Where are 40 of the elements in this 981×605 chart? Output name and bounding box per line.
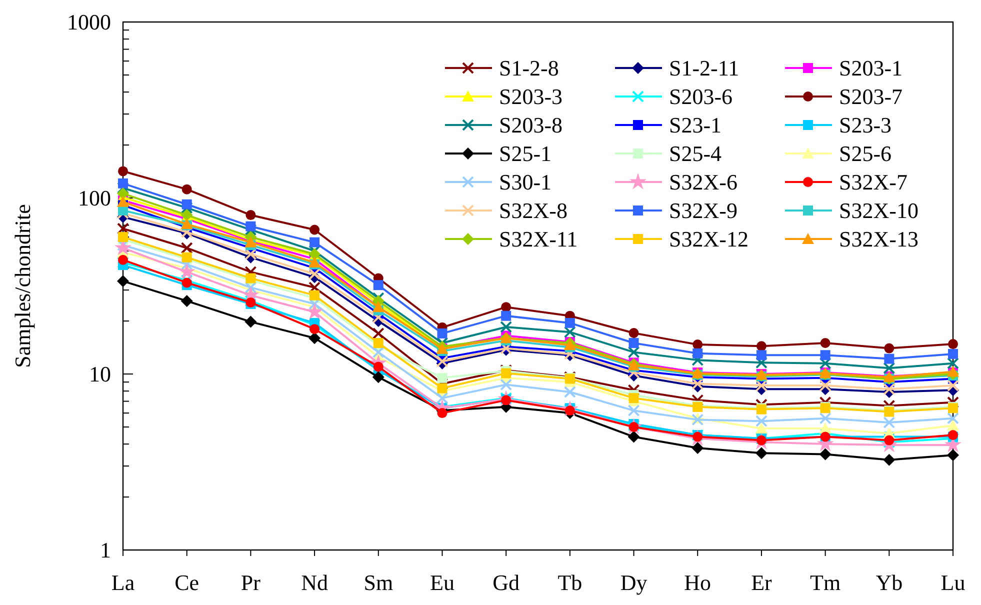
legend-label: S32X-7 [839, 170, 908, 195]
legend-label: S32X-12 [669, 226, 748, 252]
x-tick-label: Ho [684, 570, 712, 595]
legend-label: S203-1 [839, 56, 903, 81]
x-tick-label: Sm [364, 570, 394, 595]
legend-label: S32X-11 [499, 226, 578, 252]
legend-label: S25-6 [839, 141, 892, 166]
legend-label: S23-3 [839, 112, 892, 138]
legend-label: S203-3 [499, 84, 563, 110]
legend-label: S203-8 [499, 112, 563, 138]
x-tick-label: Dy [620, 570, 648, 595]
x-tick-label: Gd [492, 570, 520, 595]
legend-label: S25-1 [499, 141, 552, 166]
legend-label: S1-2-11 [669, 56, 740, 81]
legend-label: S32X-13 [839, 226, 918, 252]
x-tick-label: La [111, 570, 135, 595]
x-tick-label: Tm [810, 570, 841, 595]
x-tick-label: Tb [558, 570, 582, 595]
x-tick-label: Nd [301, 570, 328, 595]
legend-label: S203-7 [839, 84, 903, 110]
y-axis-title: Samples/chondrite [10, 204, 35, 368]
legend-label: S32X-10 [839, 198, 918, 224]
y-tick-label: 10 [89, 362, 111, 387]
legend-label: S203-6 [669, 84, 733, 110]
x-tick-label: Pr [240, 570, 262, 595]
x-tick-label: Lu [940, 570, 966, 595]
legend-label: S32X-6 [669, 170, 738, 195]
x-tick-label: Yb [876, 570, 903, 595]
y-tick-label: 100 [78, 186, 111, 211]
y-tick-label: 1000 [67, 10, 111, 35]
x-tick-label: Eu [430, 570, 454, 595]
x-tick-label: Er [751, 570, 773, 595]
x-tick-label: Ce [174, 570, 200, 595]
legend-label: S32X-8 [499, 198, 568, 224]
legend-label: S32X-9 [669, 198, 738, 224]
legend-label: S30-1 [499, 170, 552, 195]
legend-label: S23-1 [669, 112, 722, 138]
legend-label: S25-4 [669, 141, 722, 166]
y-tick-label: 1 [100, 538, 111, 563]
legend-label: S1-2-8 [499, 56, 559, 81]
